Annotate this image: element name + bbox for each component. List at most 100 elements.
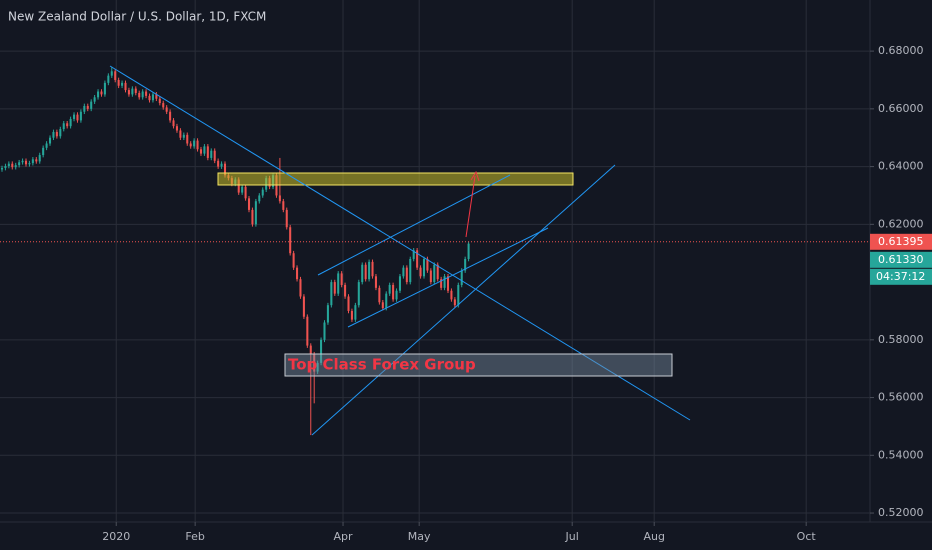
candle-body xyxy=(103,82,106,95)
countdown-bg xyxy=(870,268,932,285)
candle-body xyxy=(422,258,426,277)
candle-body xyxy=(196,140,199,150)
candle-body xyxy=(100,91,103,95)
y-tick-label: 0.56000 xyxy=(878,391,924,404)
candle-body xyxy=(354,305,357,320)
candle-body xyxy=(31,159,34,164)
candle-body xyxy=(220,163,223,167)
candle-body xyxy=(395,290,398,300)
candle-body xyxy=(392,284,395,300)
candle-body xyxy=(18,162,21,166)
candle-body xyxy=(42,147,45,156)
candle-body xyxy=(309,345,312,355)
candle-body xyxy=(124,82,127,91)
candle-body xyxy=(292,253,295,268)
candle-body xyxy=(258,195,261,202)
candle-body xyxy=(175,126,178,131)
candle-body xyxy=(419,267,422,277)
candle-body xyxy=(165,107,168,112)
candle-body xyxy=(141,91,144,98)
candle-body xyxy=(162,103,165,108)
candle-body xyxy=(337,273,340,294)
candle-body xyxy=(66,123,69,127)
candle-body xyxy=(86,105,89,109)
candle-body xyxy=(73,114,76,119)
candle-body xyxy=(217,160,220,167)
candle-body xyxy=(0,168,4,170)
candle-body xyxy=(237,179,240,193)
candle-body xyxy=(138,92,141,98)
annotation-box xyxy=(284,353,673,377)
candle-body xyxy=(457,284,460,306)
arrow xyxy=(465,175,476,238)
candle-body xyxy=(350,310,353,320)
candle-body xyxy=(93,97,96,102)
candle-body xyxy=(340,273,343,285)
candle-body xyxy=(35,159,38,162)
candle-body xyxy=(117,79,120,86)
candle-body xyxy=(62,123,65,130)
candle-body xyxy=(55,131,58,137)
candle-body xyxy=(374,276,377,288)
candle-body xyxy=(24,160,28,165)
x-tick-label: May xyxy=(408,530,431,543)
candle-body xyxy=(11,163,14,168)
candle-body xyxy=(244,186,247,199)
y-tick-label: 0.68000 xyxy=(878,44,924,57)
candle-body xyxy=(21,160,24,163)
trend-line xyxy=(311,164,616,436)
candle-body xyxy=(412,250,415,259)
candle-body xyxy=(357,282,360,306)
y-tick-label: 0.52000 xyxy=(878,506,924,519)
candle-body xyxy=(97,91,100,98)
candle-body xyxy=(121,82,124,86)
last-price-label: 0.61330 xyxy=(878,253,924,266)
candle-body xyxy=(344,284,347,297)
y-tick-label: 0.58000 xyxy=(878,333,924,346)
candle-body xyxy=(134,88,137,93)
candle-body xyxy=(83,105,86,112)
candle-body xyxy=(467,243,470,259)
x-tick-label: Oct xyxy=(797,530,817,543)
chart-title: New Zealand Dollar / U.S. Dollar, 1D, FX… xyxy=(8,10,266,24)
candle-body xyxy=(261,189,264,196)
candle-body xyxy=(326,305,329,323)
candle-body xyxy=(426,258,429,271)
candle-body xyxy=(148,95,151,101)
candle-body xyxy=(378,287,381,303)
candle-body xyxy=(446,276,450,291)
y-tick-label: 0.62000 xyxy=(878,217,924,230)
candle-body xyxy=(48,137,52,144)
candle-body xyxy=(450,290,453,300)
candle-body xyxy=(131,88,134,95)
candle-body xyxy=(14,165,17,168)
candle-body xyxy=(416,250,419,268)
candle-body xyxy=(302,296,305,317)
candle-body xyxy=(210,150,213,158)
candle-body xyxy=(278,195,281,202)
candle-body xyxy=(296,267,299,280)
candle-body xyxy=(251,209,254,225)
candle-body xyxy=(7,163,10,167)
candle-body xyxy=(38,155,41,162)
candle-body xyxy=(464,258,467,271)
candle-body xyxy=(247,198,251,210)
candle-body xyxy=(223,163,227,176)
candle-body xyxy=(320,339,323,363)
candle-body xyxy=(436,264,439,280)
candle-body xyxy=(402,267,405,277)
channel-line xyxy=(317,174,511,276)
candle-body xyxy=(182,134,185,138)
candle-body xyxy=(107,75,110,83)
x-tick-label: 2020 xyxy=(102,530,130,543)
annotation: Top Class Forex Group xyxy=(288,356,476,374)
candle-body xyxy=(361,264,364,283)
y-tick-label: 0.66000 xyxy=(878,102,924,115)
drawings: Top Class Forex Group xyxy=(109,65,691,436)
channel-line xyxy=(347,227,549,328)
candle-body xyxy=(306,316,309,346)
candle-body xyxy=(199,149,203,154)
candle-body xyxy=(169,111,172,121)
candle-body xyxy=(460,270,463,285)
y-tick-label: 0.64000 xyxy=(878,160,924,173)
